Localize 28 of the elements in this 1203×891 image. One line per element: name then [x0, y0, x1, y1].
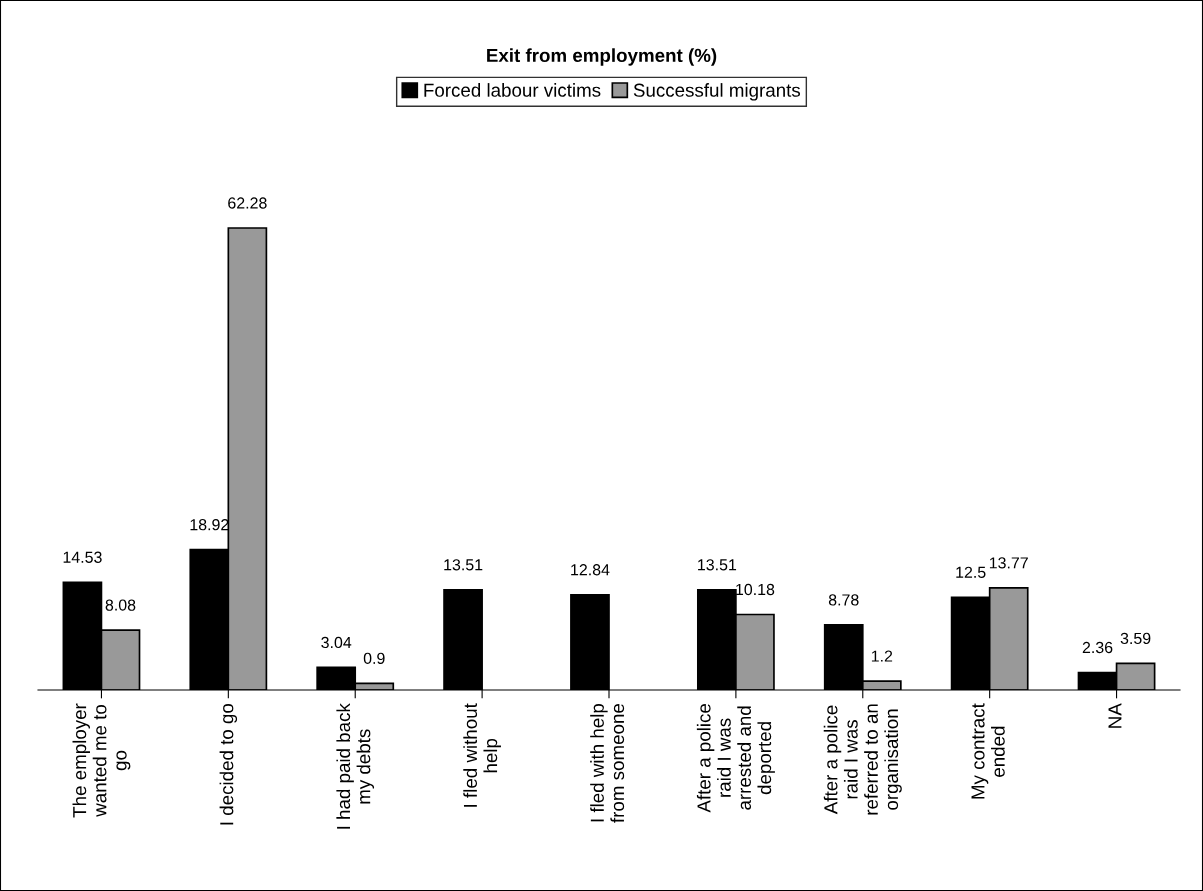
data-label: 14.53	[63, 551, 102, 563]
x-tick-label: NA	[1108, 703, 1122, 728]
data-label: 3.04	[321, 636, 352, 649]
x-tick-label: After a police raid I was referred to an organisation	[823, 704, 902, 815]
data-label: 0.9	[363, 652, 385, 664]
data-label: 13.51	[444, 559, 483, 571]
data-label: 10.18	[736, 583, 775, 596]
chart-title: Exit from employment (%)	[487, 48, 717, 66]
data-label: 18.92	[190, 519, 229, 531]
x-tick-label: I decided to go	[219, 703, 238, 825]
data-label: 62.28	[228, 197, 267, 209]
x-tick-label: I fled with help from someone	[590, 703, 625, 823]
data-label: 13.77	[989, 557, 1028, 569]
data-label: 8.08	[105, 599, 136, 611]
data-label: 1.2	[871, 650, 893, 662]
data-label: 8.78	[828, 594, 859, 606]
data-label: 3.59	[1120, 632, 1151, 645]
data-label: 12.84	[571, 564, 610, 576]
x-tick-label: The employer wanted me to go	[72, 703, 131, 818]
x-tick-label: My contract ended	[971, 703, 1005, 799]
data-label: 12.5	[956, 566, 986, 578]
x-tick-label: I fled without help	[463, 703, 501, 807]
data-label: 2.36	[1082, 641, 1113, 654]
data-label: 13.51	[698, 559, 737, 571]
x-tick-label: After a police raid I was arrested and deported	[696, 704, 775, 813]
x-tick-label: I had paid back my debts	[336, 703, 375, 829]
legend-label: Forced labour victims	[424, 83, 601, 97]
legend-label: Successful migrants	[633, 83, 801, 101]
